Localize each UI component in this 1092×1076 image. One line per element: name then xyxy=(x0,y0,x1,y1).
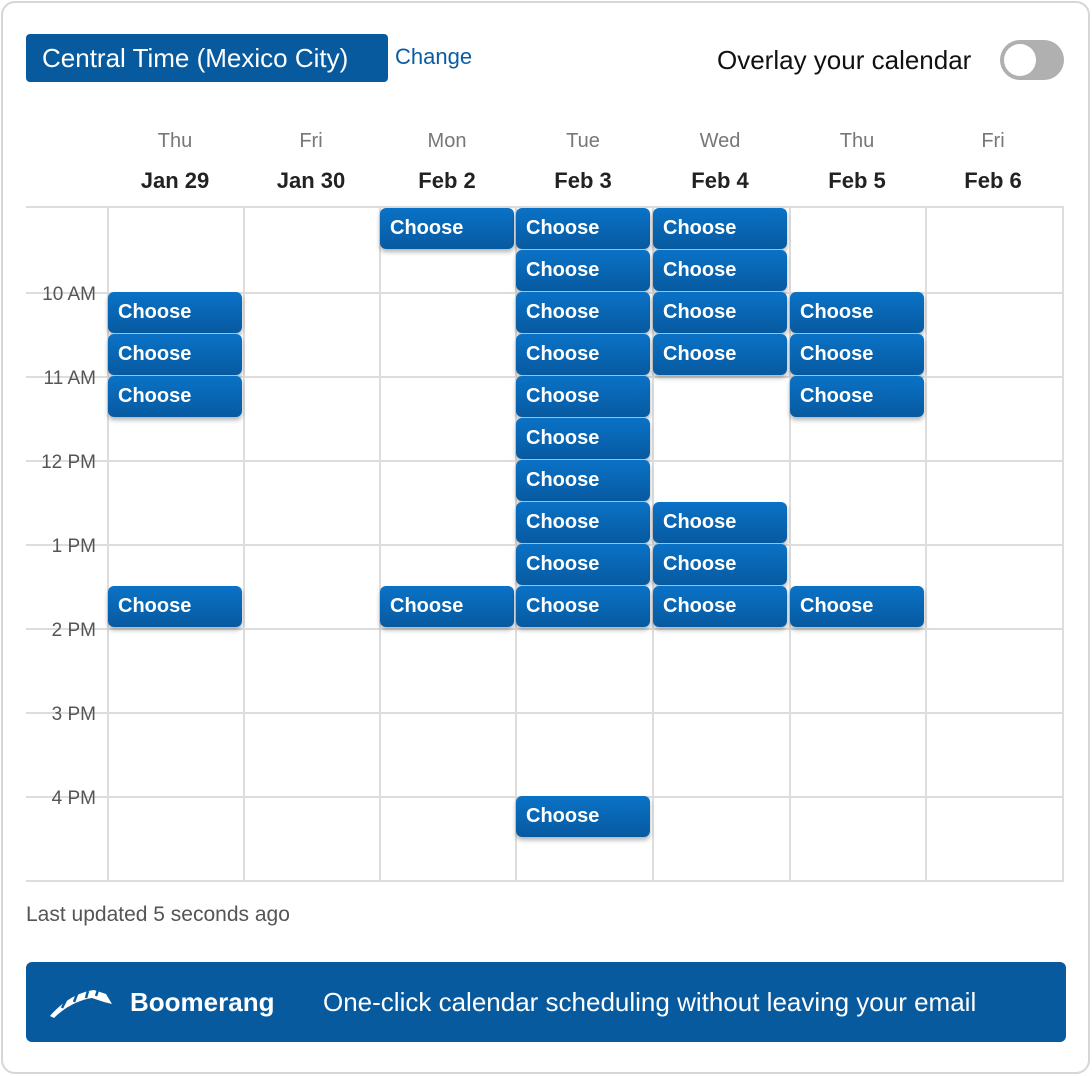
choose-slot-button[interactable]: Choose xyxy=(516,586,650,627)
column-line xyxy=(243,208,245,881)
column-line xyxy=(515,208,517,881)
brand-name: Boomerang xyxy=(130,987,275,1017)
choose-slot-button[interactable]: Choose xyxy=(653,250,787,291)
grid-bottom-line xyxy=(26,880,1064,882)
day-date: Feb 2 xyxy=(418,168,476,193)
time-label: 1 PM xyxy=(51,536,96,557)
banner-tagline: One-click calendar scheduling without le… xyxy=(323,987,977,1017)
column-line xyxy=(1062,208,1064,881)
choose-slot-button[interactable]: Choose xyxy=(516,334,650,375)
last-updated-text: Last updated 5 seconds ago xyxy=(26,903,290,926)
column-line xyxy=(379,208,381,881)
column-line xyxy=(925,208,927,881)
choose-slot-button[interactable]: Choose xyxy=(653,292,787,333)
toggle-knob xyxy=(1004,44,1036,76)
time-label: 2 PM xyxy=(51,620,96,641)
column-line xyxy=(652,208,654,881)
choose-slot-button[interactable]: Choose xyxy=(516,376,650,417)
choose-slot-button[interactable]: Choose xyxy=(516,502,650,543)
overlay-calendar-label: Overlay your calendar xyxy=(717,45,972,75)
change-timezone-link[interactable]: Change xyxy=(395,44,473,69)
choose-slot-button[interactable]: Choose xyxy=(653,334,787,375)
choose-slot-button[interactable]: Choose xyxy=(516,292,650,333)
day-of-week: Tue xyxy=(566,130,600,152)
choose-slot-button[interactable]: Choose xyxy=(516,460,650,501)
choose-slot-button[interactable]: Choose xyxy=(790,292,924,333)
choose-slot-button[interactable]: Choose xyxy=(108,376,242,417)
day-of-week: Wed xyxy=(699,130,741,152)
choose-slot-button[interactable]: Choose xyxy=(653,544,787,585)
boomerang-banner[interactable]: Boomerang One-click calendar scheduling … xyxy=(26,962,1066,1042)
time-label: 3 PM xyxy=(51,704,96,725)
choose-slot-button[interactable]: Choose xyxy=(653,502,787,543)
choose-slot-button[interactable]: Choose xyxy=(653,586,787,627)
header-divider xyxy=(26,206,1064,208)
day-date: Feb 6 xyxy=(964,168,1022,193)
timezone-label: Central Time (Mexico City) xyxy=(26,34,388,82)
choose-slot-button[interactable]: Choose xyxy=(380,208,514,249)
day-of-week: Thu xyxy=(157,130,193,152)
choose-slot-button[interactable]: Choose xyxy=(380,586,514,627)
choose-slot-button[interactable]: Choose xyxy=(108,292,242,333)
time-label: 11 AM xyxy=(43,368,96,389)
day-of-week: Thu xyxy=(839,130,875,152)
choose-slot-button[interactable]: Choose xyxy=(790,376,924,417)
day-of-week: Fri xyxy=(299,130,323,152)
boomerang-logo-icon xyxy=(50,989,112,1018)
time-label: 10 AM xyxy=(42,284,96,305)
day-of-week: Fri xyxy=(981,130,1005,152)
choose-slot-button[interactable]: Choose xyxy=(516,208,650,249)
choose-slot-button[interactable]: Choose xyxy=(516,796,650,837)
day-date: Jan 30 xyxy=(276,168,346,193)
column-line xyxy=(107,208,109,881)
choose-slot-button[interactable]: Choose xyxy=(516,418,650,459)
choose-slot-button[interactable]: Choose xyxy=(516,544,650,585)
time-label: 12 PM xyxy=(41,452,96,473)
day-of-week: Mon xyxy=(427,130,467,152)
day-date: Feb 3 xyxy=(554,168,612,193)
day-date: Feb 4 xyxy=(691,168,749,193)
column-line xyxy=(789,208,791,881)
day-date: Jan 29 xyxy=(140,168,210,193)
choose-slot-button[interactable]: Choose xyxy=(790,586,924,627)
choose-slot-button[interactable]: Choose xyxy=(790,334,924,375)
hour-line xyxy=(26,628,1064,630)
choose-slot-button[interactable]: Choose xyxy=(108,586,242,627)
hour-line xyxy=(26,712,1064,714)
time-label: 4 PM xyxy=(51,788,96,809)
overlay-calendar-toggle[interactable] xyxy=(1000,40,1064,80)
choose-slot-button[interactable]: Choose xyxy=(516,250,650,291)
choose-slot-button[interactable]: Choose xyxy=(653,208,787,249)
day-date: Feb 5 xyxy=(828,168,886,193)
choose-slot-button[interactable]: Choose xyxy=(108,334,242,375)
